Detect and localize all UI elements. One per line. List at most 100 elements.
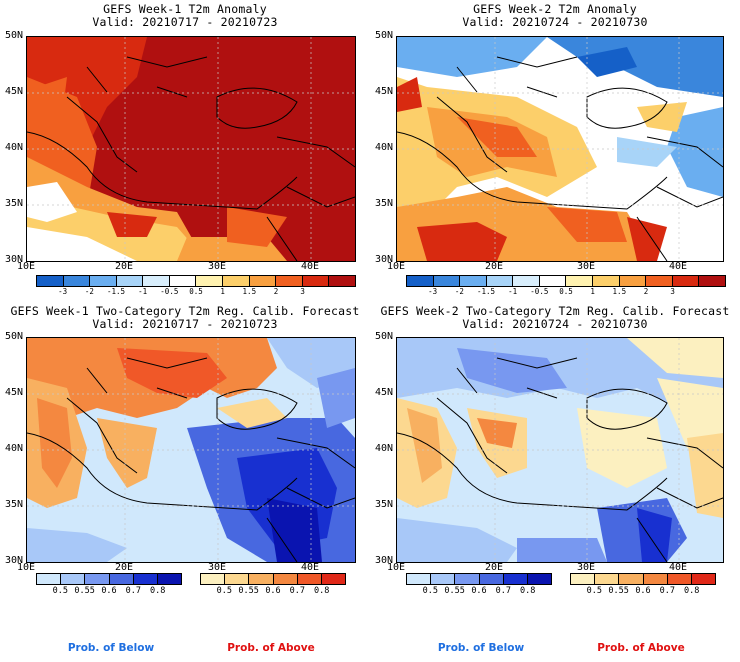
colorbar-label: 1	[220, 287, 225, 296]
panel-week1-anomaly: GEFS Week-1 T2m Anomaly Valid: 20210717 …	[0, 0, 370, 300]
colorbar-label: -3	[428, 287, 438, 296]
lat-label-35n: 35N	[374, 499, 393, 510]
colorbar-label: 3	[670, 287, 675, 296]
lat-label-45n: 45N	[4, 387, 23, 398]
colorbar-segment	[595, 574, 620, 584]
colorbar-segment	[37, 574, 62, 584]
panel-valid-dates: Valid: 20210724 - 20210730	[462, 15, 648, 29]
lon-label-30e: 30E	[207, 261, 227, 272]
colorbar-label: 0.5	[216, 586, 232, 596]
panel-week2-prob: GEFS Week-2 Two-Category T2m Reg. Calib.…	[370, 300, 740, 600]
colorbar-label: 0.55	[608, 586, 629, 596]
colorbar-segment	[116, 276, 144, 286]
colorbar-label: 0.5	[189, 287, 203, 296]
colorbar-segment	[157, 574, 182, 584]
colorbar-label: 2	[273, 287, 279, 296]
lon-label-30e: 30E	[576, 261, 596, 272]
colorbar-segment	[407, 574, 432, 584]
lat-label-35n: 35N	[374, 198, 393, 209]
colorbar-segment	[539, 276, 567, 286]
colorbar-segment	[646, 276, 673, 286]
panel-title: GEFS Week-2 Two-Category T2m Reg. Calib.…	[380, 304, 730, 318]
colorbar-segment	[433, 276, 461, 286]
panel-week2-anomaly: GEFS Week-2 T2m Anomaly Valid: 20210724 …	[370, 0, 740, 300]
prob-above-colorbar	[200, 573, 346, 585]
lat-label-45n: 45N	[374, 387, 393, 398]
colorbar-label: 0.8	[519, 586, 536, 596]
colorbar-segment	[201, 574, 226, 584]
panel-valid-dates: Valid: 20210717 - 20210723	[92, 317, 278, 331]
prob-below-labels: 0.5 0.55 0.6 0.7 0.8	[36, 586, 180, 596]
lon-label-40e: 40E	[300, 562, 320, 573]
colorbar-segment	[276, 276, 303, 286]
map-week1-prob	[26, 337, 356, 563]
colorbar-label: 0.6	[635, 586, 651, 596]
lat-label-45n: 45N	[374, 86, 393, 97]
colorbar-label: -0.5	[160, 287, 179, 296]
colorbar-label: 0.55	[238, 586, 259, 596]
colorbar-segment	[619, 574, 644, 584]
colorbar-label: 0.7	[659, 586, 675, 596]
colorbar-segment	[431, 574, 456, 584]
colorbar-label: 0.8	[149, 586, 166, 596]
lat-label-30n: 30N	[4, 555, 23, 566]
lon-label-20e: 20E	[484, 261, 504, 272]
lat-label-45n: 45N	[4, 86, 23, 97]
panel-title: GEFS Week-2 T2m Anomaly	[473, 2, 637, 16]
colorbar-segment	[223, 276, 250, 286]
colorbar-segment	[571, 574, 596, 584]
prob-below-colorbar	[406, 573, 552, 585]
colorbar-segment	[329, 276, 355, 286]
lon-label-10e: 10E	[16, 562, 36, 573]
colorbar-label: 0.7	[289, 586, 305, 596]
lon-label-20e: 20E	[114, 261, 134, 272]
prob-above-labels: 0.5 0.55 0.6 0.7 0.8	[570, 586, 714, 596]
colorbar-segment	[109, 574, 134, 584]
colorbar-label: 0.8	[683, 586, 700, 596]
panel-valid-dates: Valid: 20210724 - 20210730	[462, 317, 648, 331]
colorbar-label: 0.55	[444, 586, 465, 596]
panel-title: GEFS Week-1 Two-Category T2m Reg. Calib.…	[10, 304, 360, 318]
colorbar-segment	[503, 574, 528, 584]
colorbar-segment	[273, 574, 298, 584]
colorbar-label: 0.6	[265, 586, 281, 596]
colorbar-segment	[672, 276, 700, 286]
lon-label-20e: 20E	[114, 562, 134, 573]
colorbar-segment	[486, 276, 514, 286]
colorbar-label: 0.8	[313, 586, 330, 596]
colorbar-segment	[63, 276, 91, 286]
lat-label-50n: 50N	[374, 331, 393, 342]
colorbar-label: 0.6	[471, 586, 487, 596]
colorbar-label: -1.5	[106, 287, 126, 296]
colorbar-segment	[133, 574, 158, 584]
colorbar-label: -0.5	[530, 287, 549, 296]
anomaly-colorbar	[36, 275, 356, 287]
colorbar-segment	[479, 574, 504, 584]
lon-label-20e: 20E	[484, 562, 504, 573]
map-week2-prob	[396, 337, 724, 563]
colorbar-segment	[90, 276, 117, 286]
colorbar-segment	[513, 276, 540, 286]
colorbar-label: -1.5	[476, 287, 496, 296]
panel-week1-prob: GEFS Week-1 Two-Category T2m Reg. Calib.…	[0, 300, 370, 600]
anomaly-colorbar	[406, 275, 726, 287]
lon-label-10e: 10E	[386, 261, 406, 272]
colorbar-segment	[527, 574, 552, 584]
colorbar-label: 2	[643, 287, 649, 296]
lat-label-50n: 50N	[4, 331, 23, 342]
colorbar-label: 0.5	[52, 586, 68, 596]
colorbar-segment	[643, 574, 668, 584]
colorbar-segment	[302, 276, 330, 286]
colorbar-segment	[249, 276, 277, 286]
panel-valid-dates: Valid: 20210717 - 20210723	[92, 15, 278, 29]
colorbar-label: 0.5	[559, 287, 573, 296]
lat-label-35n: 35N	[4, 499, 23, 510]
colorbar-label: -1	[508, 287, 518, 296]
colorbar-label: 0.7	[125, 586, 141, 596]
colorbar-segment	[407, 276, 434, 286]
lat-label-40n: 40N	[4, 142, 23, 153]
prob-above-colorbar	[570, 573, 716, 585]
panel-title: GEFS Week-1 T2m Anomaly	[103, 2, 267, 16]
colorbar-label: 1	[590, 287, 595, 296]
lon-label-40e: 40E	[668, 562, 688, 573]
